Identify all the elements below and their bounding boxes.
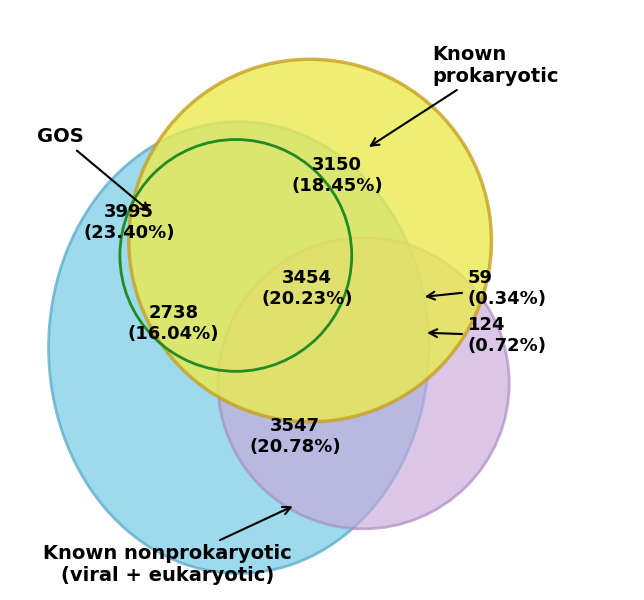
Ellipse shape [48, 122, 429, 574]
Text: 59
(0.34%): 59 (0.34%) [427, 269, 547, 308]
Text: Known nonprokaryotic
(viral + eukaryotic): Known nonprokaryotic (viral + eukaryotic… [43, 507, 292, 585]
Text: 3150
(18.45%): 3150 (18.45%) [291, 156, 383, 194]
Text: 2738
(16.04%): 2738 (16.04%) [128, 304, 219, 343]
Circle shape [218, 238, 509, 529]
Text: 124
(0.72%): 124 (0.72%) [430, 316, 547, 355]
Text: 3995
(23.40%): 3995 (23.40%) [83, 203, 175, 242]
Circle shape [129, 59, 491, 422]
Text: 3547
(20.78%): 3547 (20.78%) [249, 418, 341, 456]
Text: Known
prokaryotic: Known prokaryotic [371, 44, 558, 146]
Text: 3454
(20.23%): 3454 (20.23%) [261, 269, 353, 308]
Text: GOS: GOS [37, 127, 149, 211]
